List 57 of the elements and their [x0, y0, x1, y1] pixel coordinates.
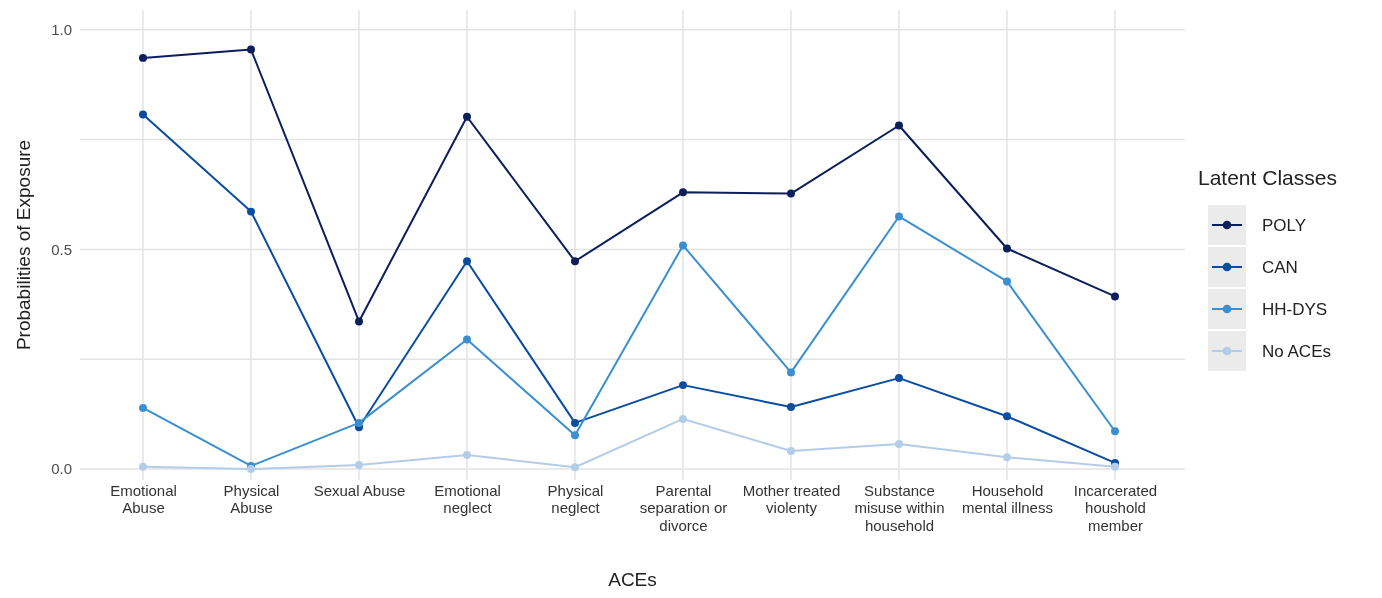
point: [895, 374, 903, 383]
legend-label: POLY: [1262, 216, 1307, 235]
x-tick-label: Mother treated violenty: [742, 482, 841, 517]
point: [247, 465, 255, 473]
point: [355, 317, 363, 326]
point: [355, 418, 363, 427]
point: [679, 241, 687, 250]
point: [1003, 412, 1011, 421]
point: [1003, 453, 1011, 462]
point: [247, 207, 255, 216]
x-tick-label: Emotional Abuse: [110, 482, 177, 517]
point: [895, 440, 903, 448]
y-tick-label: 0.0: [51, 460, 72, 478]
point: [787, 368, 795, 377]
x-tick-label: Emotional neglect: [434, 482, 501, 517]
x-tick-label: Physical Abuse: [223, 482, 280, 517]
legend-label: No ACEs: [1262, 342, 1331, 361]
x-tick-label: Parental separation or divorce: [639, 482, 728, 534]
legend-label: HH-DYS: [1262, 300, 1328, 319]
point: [463, 257, 471, 266]
x-tick-label: Substance misuse within household: [854, 482, 945, 534]
x-tick-label: Sexual Abuse: [313, 482, 406, 499]
y-tick-label: 1.0: [51, 21, 72, 39]
point: [571, 418, 579, 427]
point: [463, 450, 471, 459]
point: [1111, 462, 1119, 471]
x-tick-label: Incarcerated houshold member: [1073, 482, 1158, 534]
point: [679, 381, 687, 390]
point: [571, 431, 579, 440]
point: [679, 188, 687, 197]
point: [1003, 277, 1011, 286]
point: [895, 121, 903, 130]
point: [463, 112, 471, 121]
point: [139, 462, 147, 471]
point: [895, 212, 903, 221]
y-tick-label: 0.5: [51, 240, 72, 258]
point: [247, 45, 255, 54]
point: [139, 403, 147, 412]
point: [139, 110, 147, 119]
point: [355, 461, 363, 470]
x-tick-label: Household mental illness: [962, 482, 1053, 517]
y-axis-title: Probabilities of Exposure: [13, 139, 34, 351]
x-tick-label: Physical neglect: [547, 482, 604, 517]
point: [139, 53, 147, 62]
point: [787, 447, 795, 455]
point: [571, 257, 579, 266]
legend-title: Latent Classes: [1198, 166, 1337, 189]
legend-label: CAN: [1262, 258, 1298, 277]
x-axis-title: ACEs: [608, 569, 657, 590]
point: [463, 335, 471, 344]
point: [787, 403, 795, 412]
point: [571, 463, 579, 472]
point: [1003, 244, 1011, 253]
point: [1111, 292, 1119, 301]
point: [679, 414, 687, 423]
point: [1111, 427, 1119, 436]
point: [787, 189, 795, 198]
